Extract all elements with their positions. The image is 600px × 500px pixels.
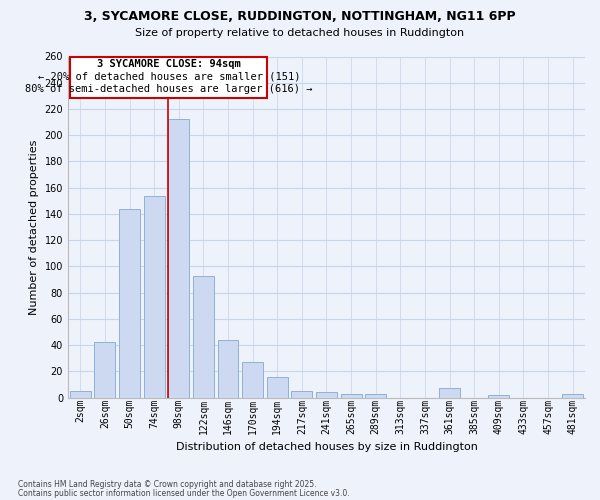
Text: Size of property relative to detached houses in Ruddington: Size of property relative to detached ho… bbox=[136, 28, 464, 38]
Text: 80% of semi-detached houses are larger (616) →: 80% of semi-detached houses are larger (… bbox=[25, 84, 313, 94]
Text: 3 SYCAMORE CLOSE: 94sqm: 3 SYCAMORE CLOSE: 94sqm bbox=[97, 59, 241, 69]
Bar bbox=[488, 395, 509, 398]
Y-axis label: Number of detached properties: Number of detached properties bbox=[29, 140, 39, 314]
Bar bbox=[292, 391, 313, 398]
Bar bbox=[365, 394, 386, 398]
Bar bbox=[119, 208, 140, 398]
FancyBboxPatch shape bbox=[70, 56, 268, 98]
X-axis label: Distribution of detached houses by size in Ruddington: Distribution of detached houses by size … bbox=[176, 442, 478, 452]
Bar bbox=[143, 196, 164, 398]
Text: Contains HM Land Registry data © Crown copyright and database right 2025.: Contains HM Land Registry data © Crown c… bbox=[18, 480, 317, 489]
Bar bbox=[193, 276, 214, 398]
Bar bbox=[94, 342, 115, 398]
Bar bbox=[267, 376, 288, 398]
Bar bbox=[439, 388, 460, 398]
Text: 3, SYCAMORE CLOSE, RUDDINGTON, NOTTINGHAM, NG11 6PP: 3, SYCAMORE CLOSE, RUDDINGTON, NOTTINGHA… bbox=[84, 10, 516, 23]
Bar bbox=[218, 340, 238, 398]
Text: ← 20% of detached houses are smaller (151): ← 20% of detached houses are smaller (15… bbox=[38, 72, 300, 82]
Bar bbox=[316, 392, 337, 398]
Bar bbox=[242, 362, 263, 398]
Bar bbox=[70, 391, 91, 398]
Bar bbox=[562, 394, 583, 398]
Bar bbox=[341, 394, 362, 398]
Bar bbox=[168, 120, 189, 398]
Text: Contains public sector information licensed under the Open Government Licence v3: Contains public sector information licen… bbox=[18, 488, 350, 498]
